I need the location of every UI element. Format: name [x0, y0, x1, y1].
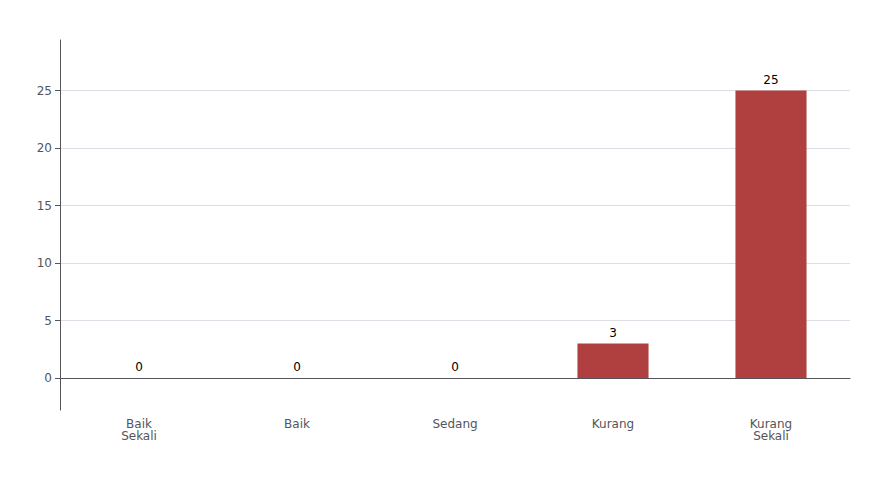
- svg-text:Sekali: Sekali: [753, 429, 789, 443]
- svg-text:25: 25: [37, 84, 52, 98]
- svg-text:Kurang: Kurang: [749, 417, 793, 431]
- svg-text:Baik: Baik: [284, 417, 310, 431]
- svg-text:25: 25: [763, 73, 778, 87]
- svg-text:10: 10: [37, 256, 52, 270]
- svg-text:5: 5: [44, 314, 52, 328]
- svg-text:0: 0: [135, 360, 143, 374]
- svg-text:3: 3: [609, 326, 617, 340]
- svg-text:Baik: Baik: [126, 417, 152, 431]
- svg-text:0: 0: [293, 360, 301, 374]
- svg-text:0: 0: [44, 371, 52, 385]
- svg-text:20: 20: [37, 141, 52, 155]
- svg-text:Kurang: Kurang: [592, 417, 634, 431]
- svg-text:0: 0: [451, 360, 459, 374]
- svg-text:Sedang: Sedang: [432, 417, 477, 431]
- svg-text:15: 15: [37, 199, 52, 213]
- svg-text:Sekali: Sekali: [121, 429, 157, 443]
